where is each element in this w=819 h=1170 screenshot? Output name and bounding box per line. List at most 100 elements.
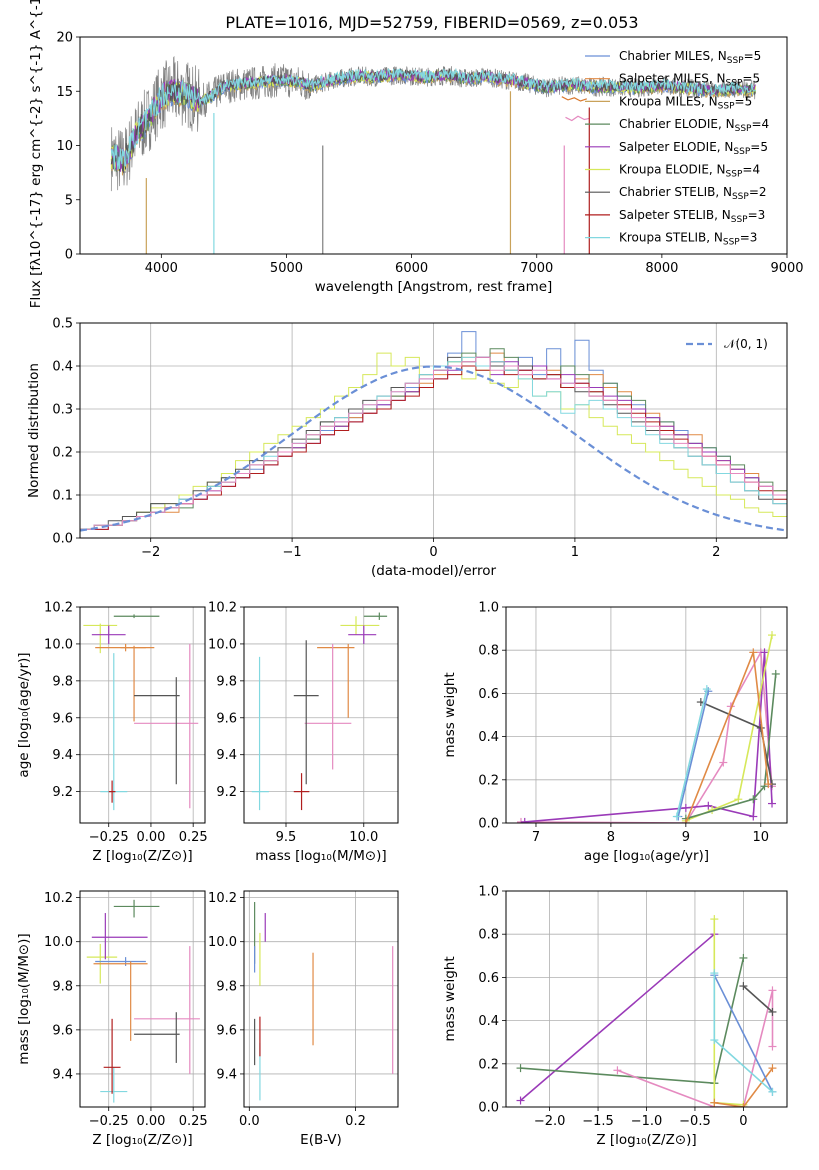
x-tick-label: −0.25 <box>89 830 129 845</box>
y-tick-label: 10.0 <box>44 935 73 950</box>
panel-spectrum: 4000 5000 6000 7000 8000 9000 0 5 10 15 20 waveleng… <box>28 0 804 308</box>
y-tick-label: 9.8 <box>52 979 73 994</box>
y-tick-label: 1.0 <box>478 601 499 616</box>
y-tick-label: 10.0 <box>44 637 73 652</box>
legend-label: Chabrier MILES, NSSP=5 <box>619 49 761 66</box>
weight-series <box>524 652 773 823</box>
axes-frame <box>505 890 788 1108</box>
observed-spectrum <box>110 55 756 192</box>
y-tick-label: 10.2 <box>44 601 73 616</box>
legend-label: 𝒩(0, 1) <box>724 337 768 351</box>
x-tick-label: 8000 <box>645 261 678 276</box>
legend-label: Salpeter STELIB, NSSP=3 <box>619 208 765 225</box>
y-axis-label: Normed distribution <box>26 363 42 498</box>
axes-frame <box>243 606 399 824</box>
panel-mass-weight-vs-Z: −2.0 −1.5 −1.0 −0.5 0 0.0 0.2 0.4 0.6 0.8 1.0 Z [lo… <box>442 885 788 1148</box>
x-tick-label: 9000 <box>770 261 803 276</box>
y-tick-label: 9.4 <box>52 748 73 763</box>
plot-area <box>516 631 780 823</box>
y-tick-label: 9.4 <box>216 748 237 763</box>
y-tick-label: 9.2 <box>216 785 237 800</box>
y-tick-label: 5 <box>65 193 73 208</box>
x-tick-label: 10 <box>752 830 769 845</box>
plot-area <box>254 902 394 1101</box>
y-tick-label: 0 <box>65 248 73 263</box>
y-tick-label: 20 <box>56 31 73 46</box>
y-tick-label: 0.0 <box>478 817 499 832</box>
x-tick-label: 1 <box>571 545 579 560</box>
y-tick-label: 9.2 <box>52 785 73 800</box>
y-tick-label: 9.8 <box>216 979 237 994</box>
y-tick-label: 0.2 <box>478 773 499 788</box>
histogram-series <box>80 361 787 538</box>
y-tick-label: 9.6 <box>216 1023 237 1038</box>
weight-series <box>520 957 745 1085</box>
x-tick-label: 0.25 <box>179 830 208 845</box>
x-tick-label: 4000 <box>145 261 178 276</box>
x-axis-label: age [log₁₀(age/yr)] <box>584 848 709 864</box>
x-tick-label: 0.2 <box>345 1114 366 1129</box>
legend-label: Kroupa STELIB, NSSP=3 <box>619 231 757 248</box>
y-tick-label: 0.8 <box>478 928 499 943</box>
model-spectrum <box>110 67 756 170</box>
y-axis-label: mass weight <box>442 672 458 757</box>
plot-area <box>86 899 200 1103</box>
x-tick-label: 0.00 <box>136 1114 165 1129</box>
x-tick-label: 7000 <box>520 261 553 276</box>
model-spectrum-tail <box>565 115 590 122</box>
legend-label: Chabrier ELODIE, NSSP=4 <box>619 117 769 134</box>
weight-series <box>700 701 773 785</box>
y-tick-label: 10.2 <box>208 891 237 906</box>
y-tick-label: 9.6 <box>52 711 73 726</box>
y-tick-label: 0.1 <box>52 489 73 504</box>
x-tick-label: 9 <box>682 830 690 845</box>
legend-label: Kroupa ELODIE, NSSP=4 <box>619 163 760 180</box>
x-tick-label: 5000 <box>270 261 303 276</box>
weight-series <box>676 688 708 817</box>
legend: Chabrier MILES, NSSP=5 Salpeter MILES, NS… <box>585 49 769 248</box>
plot-area <box>516 915 777 1107</box>
weight-series <box>713 974 774 1093</box>
x-tick-label: 6000 <box>395 261 428 276</box>
x-axis-label: Z [log₁₀(Z/Z⊙)] <box>92 1132 192 1148</box>
axes-frame <box>79 322 788 539</box>
panel-age-vs-Z: −0.25 0.00 0.25 9.2 9.4 9.6 9.8 10.0 10.2 Z [log₁… <box>16 601 208 865</box>
y-tick-label: 1.0 <box>478 885 499 900</box>
axes-frame <box>79 36 788 255</box>
y-tick-label: 10.2 <box>44 891 73 906</box>
model-spectrum-tail <box>561 96 587 102</box>
weight-series <box>520 649 773 823</box>
y-tick-label: 0.2 <box>478 1057 499 1072</box>
y-tick-label: 0.6 <box>478 687 499 702</box>
x-tick-label: −1.0 <box>631 1114 663 1129</box>
panel-residual-histogram: −2 −1 0 1 2 0.0 0.1 0.2 0.3 0.4 0.5 (data-model)/er… <box>26 317 788 579</box>
axes-frame <box>505 606 788 824</box>
x-tick-label: 8 <box>607 830 615 845</box>
x-tick-label: 0.25 <box>179 1114 208 1129</box>
panel-age-vs-mass: 9.5 10.0 9.2 9.4 9.6 9.8 10.0 10.2 mass [log₁₀(M… <box>208 601 399 864</box>
y-tick-label: 9.8 <box>52 674 73 689</box>
y-tick-label: 9.6 <box>52 1023 73 1038</box>
x-tick-label: −0.25 <box>89 1114 129 1129</box>
weight-series <box>714 1067 774 1107</box>
weight-series <box>685 673 777 820</box>
panel-mass-weight-vs-age: 7 8 9 10 0.0 0.2 0.4 0.6 0.8 1.0 age [log₁₀(age/yr… <box>442 601 788 864</box>
y-axis-label: mass [log₁₀(M/M⊙)] <box>16 933 32 1064</box>
plot-area <box>83 614 199 811</box>
x-tick-label: 10.0 <box>349 830 378 845</box>
y-axis-label: age [log₁₀(age/yr)] <box>16 652 32 777</box>
legend-label: Salpeter ELODIE, NSSP=5 <box>619 140 768 157</box>
plot-area <box>251 612 388 811</box>
y-tick-label: 10.0 <box>208 637 237 652</box>
y-tick-label: 0.0 <box>478 1101 499 1116</box>
y-tick-label: 0.0 <box>52 532 73 547</box>
panels: 4000 5000 6000 7000 8000 900005101520waveleng… <box>16 0 804 1148</box>
legend-label: Kroupa MILES, NSSP=5 <box>619 94 752 111</box>
x-tick-label: −1 <box>283 545 302 560</box>
panel-mass-vs-Z: −0.25 0.00 0.25 9.4 9.6 9.8 10.0 10.2 Z [log₁₀(Z… <box>16 890 208 1148</box>
panel-mass-vs-EBV: 0.0 0.2 9.4 9.6 9.8 10.0 10.2 E(B-V) <box>208 890 399 1148</box>
axes-frame <box>243 890 399 1108</box>
x-tick-label: 0.00 <box>136 830 165 845</box>
x-tick-label: 0.0 <box>239 1114 260 1129</box>
